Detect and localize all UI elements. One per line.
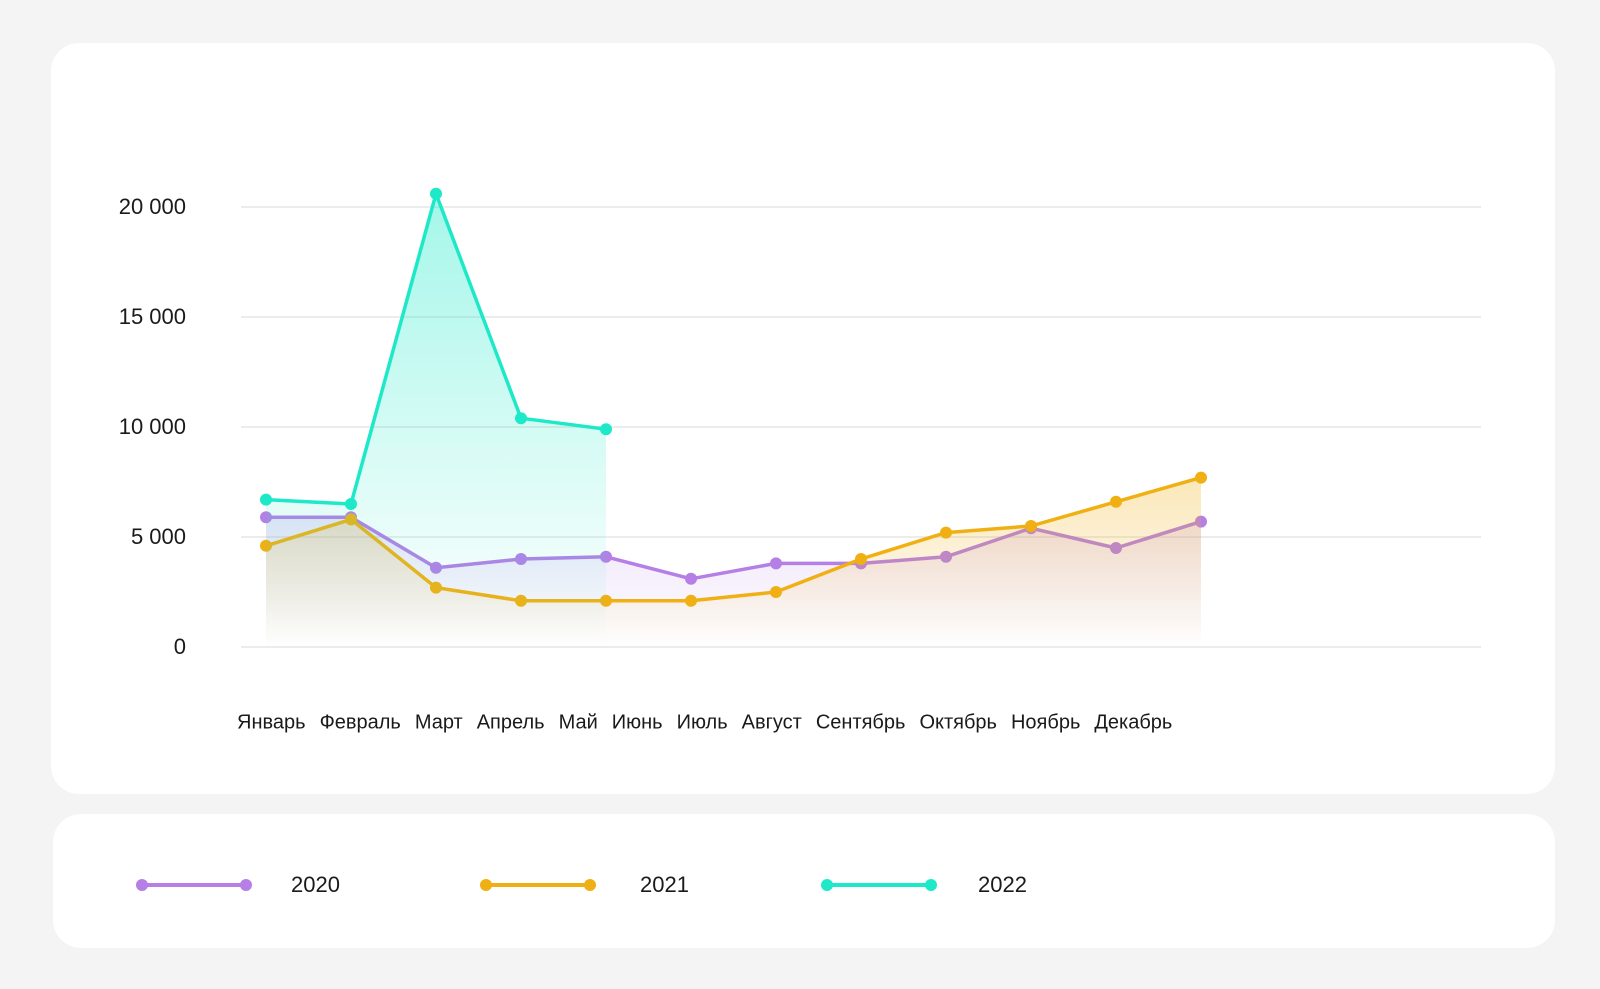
point bbox=[770, 557, 782, 570]
y-tick-label: 20 000 bbox=[119, 194, 186, 219]
x-tick-label: Октябрь bbox=[919, 711, 997, 733]
point bbox=[685, 594, 697, 607]
x-tick-label: Март bbox=[415, 711, 463, 733]
legend-label: 2020 bbox=[291, 872, 340, 897]
point bbox=[600, 423, 612, 436]
y-tick-label: 0 bbox=[174, 634, 186, 659]
point bbox=[1110, 495, 1122, 508]
x-tick-label: Май bbox=[559, 711, 598, 733]
chart-card bbox=[51, 43, 1555, 794]
area bbox=[266, 193, 606, 648]
legend-label: 2021 bbox=[640, 872, 689, 897]
point bbox=[770, 586, 782, 598]
legend: 2020 2021 2022 bbox=[136, 872, 1027, 897]
x-tick-label: Ноябрь bbox=[1011, 711, 1080, 733]
x-tick-label: Февраль bbox=[320, 711, 401, 733]
point bbox=[345, 498, 357, 510]
x-tick-label: Август bbox=[742, 711, 802, 733]
x-tick-label: Декабрь bbox=[1094, 711, 1172, 733]
x-tick-label: Сентябрь bbox=[816, 711, 906, 733]
point bbox=[855, 553, 867, 565]
legend-swatch bbox=[584, 879, 596, 891]
y-tick-label: 15 000 bbox=[119, 304, 186, 329]
x-tick-label: Июль bbox=[677, 711, 728, 733]
point bbox=[260, 493, 272, 506]
legend-card bbox=[53, 814, 1555, 948]
point bbox=[940, 526, 952, 539]
legend-swatch bbox=[821, 879, 833, 891]
legend-swatch bbox=[925, 879, 937, 891]
legend-swatch bbox=[136, 879, 148, 891]
point bbox=[685, 572, 697, 585]
legend-swatch bbox=[480, 879, 492, 891]
point bbox=[430, 187, 442, 200]
x-tick-label: Апрель bbox=[477, 711, 545, 733]
legend-label: 2022 bbox=[978, 872, 1027, 897]
point bbox=[1025, 520, 1037, 532]
y-tick-label: 5 000 bbox=[131, 524, 186, 549]
y-tick-label: 10 000 bbox=[119, 414, 186, 439]
point bbox=[515, 412, 527, 425]
legend-swatch bbox=[240, 879, 252, 891]
x-tick-label: Январь bbox=[237, 711, 306, 733]
x-tick-label: Июнь bbox=[612, 711, 663, 733]
point bbox=[1195, 471, 1207, 484]
